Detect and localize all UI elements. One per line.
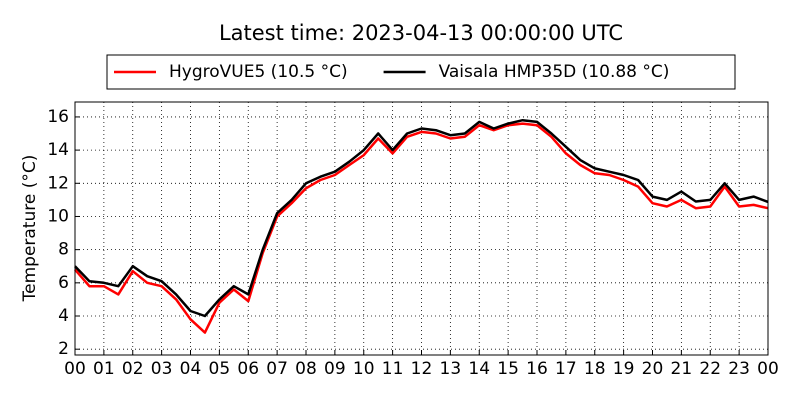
legend-label: Vaisala HMP35D (10.88 °C) [439, 62, 670, 82]
x-tick-label: 23 [728, 359, 750, 379]
x-tick-label: 00 [64, 359, 86, 379]
y-tick-label: 10 [47, 206, 69, 226]
plot-frame [74, 101, 769, 356]
x-tick-label: 03 [151, 359, 173, 379]
x-tick-label: 13 [440, 359, 462, 379]
x-tick-label: 17 [555, 359, 577, 379]
y-tick-label: 16 [47, 107, 69, 127]
legend-label: HygroVUE5 (10.5 °C) [169, 62, 348, 82]
x-tick-label: 09 [324, 359, 346, 379]
x-tick-label: 21 [671, 359, 693, 379]
series-line [74, 122, 769, 334]
x-tick-label: 01 [93, 359, 115, 379]
x-tick-label: 19 [613, 359, 635, 379]
x-tick-label: 22 [699, 359, 721, 379]
x-tick-label: 08 [295, 359, 317, 379]
x-tick-label: 14 [468, 359, 490, 379]
x-tick-label: 05 [209, 359, 231, 379]
series-line [74, 118, 769, 318]
chart-title: Latest time: 2023-04-13 00:00:00 UTC [219, 21, 623, 45]
x-tick-label: 15 [497, 359, 519, 379]
y-tick-label: 14 [47, 140, 69, 160]
x-tick-label: 07 [266, 359, 288, 379]
y-tick-label: 4 [58, 306, 69, 326]
x-tick-label: 04 [180, 359, 202, 379]
y-tick-label: 8 [58, 240, 69, 260]
plot-area [74, 102, 769, 355]
x-tick-label: 11 [382, 359, 404, 379]
y-tick-label: 12 [47, 173, 69, 193]
y-axis-label: Temperature (°C) [20, 155, 40, 303]
x-tick-label: 00 [757, 359, 779, 379]
x-tick-label: 10 [353, 359, 375, 379]
x-tick-label: 16 [526, 359, 548, 379]
x-tick-label: 18 [584, 359, 606, 379]
y-tick-label: 2 [58, 339, 69, 359]
x-tick-label: 12 [411, 359, 433, 379]
x-tick-label: 02 [122, 359, 144, 379]
y-tick-label: 6 [58, 273, 69, 293]
x-tick-label: 06 [237, 359, 259, 379]
x-tick-label: 20 [642, 359, 664, 379]
